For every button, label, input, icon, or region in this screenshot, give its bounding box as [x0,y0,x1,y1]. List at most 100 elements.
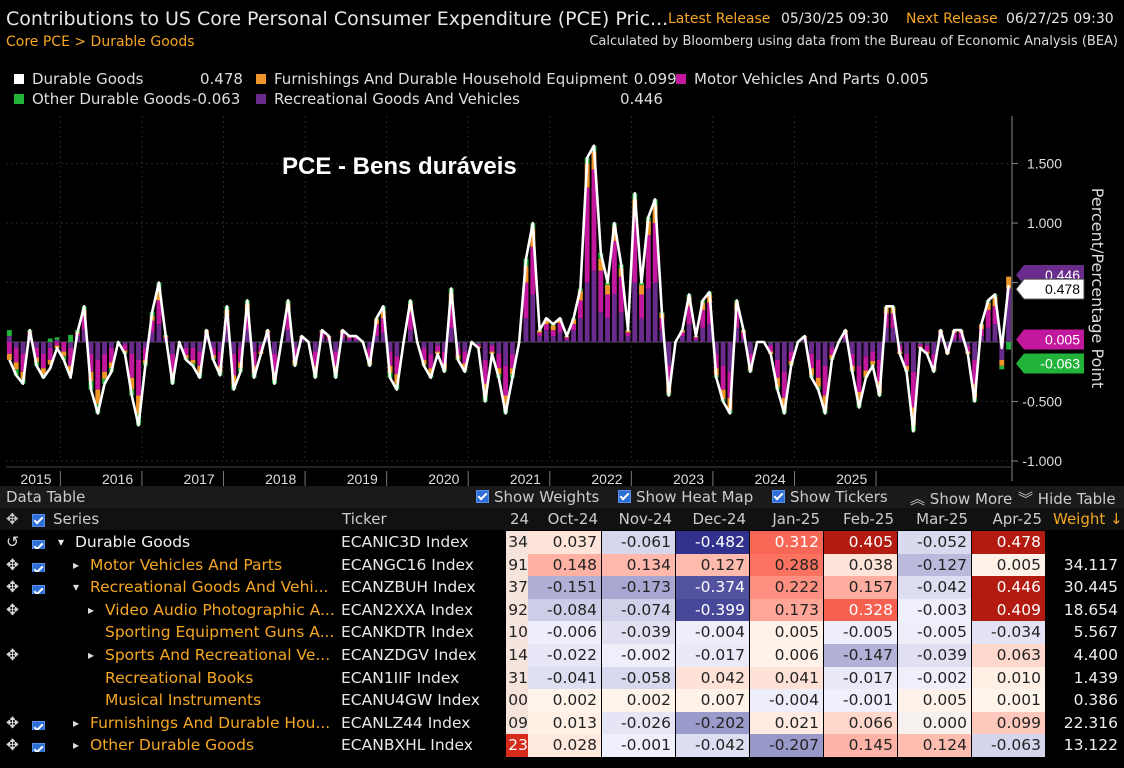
header-month[interactable]: Apr-25 [992,510,1043,528]
breadcrumb[interactable]: Core PCE > Durable Goods [6,34,195,50]
show-heatmap-toggle[interactable]: Show Heat Map [618,488,753,506]
collapsed-arrow-icon[interactable]: ▸ [73,557,80,572]
series-label[interactable]: Other Durable Goods [90,736,255,755]
ticker-cell[interactable]: ECANBXHL Index [341,736,473,755]
checkbox-icon[interactable] [32,562,45,572]
header-month[interactable]: Jan-25 [772,510,820,528]
bar-segment [550,336,556,343]
chevron-down-icon: ︾ [1018,490,1034,508]
legend-item-motor-vehicles[interactable]: Motor Vehicles And Parts 0.005 [676,70,929,88]
collapsed-arrow-icon[interactable]: ▸ [88,602,95,617]
series-label[interactable]: Recreational Books [105,668,254,687]
legend-value: -0.063 [192,90,241,108]
collapsed-arrow-icon[interactable]: ▸ [73,715,80,730]
legend-item-durable-goods[interactable]: Durable Goods 0.478 [14,70,243,88]
expanded-arrow-icon[interactable]: ▾ [58,535,65,549]
bar-segment [931,342,937,354]
move-icon[interactable]: ✥ [6,578,19,597]
bar-segment [394,374,400,384]
bar-segment [693,339,699,343]
move-icon[interactable]: ✥ [6,600,19,619]
bar-segment [958,338,964,343]
series-label[interactable]: Sports And Recreational Ve... [105,646,331,664]
ticker-cell[interactable]: ECANZBUH Index [341,578,476,597]
bar-segment [877,342,882,360]
ticker-cell[interactable]: ECANZDGV Index [341,646,477,664]
series-label[interactable]: Motor Vehicles And Parts [90,555,283,574]
move-icon[interactable]: ✥ [6,646,19,664]
header-month[interactable]: Dec-24 [692,510,746,528]
row-checkbox[interactable] [32,739,50,753]
header-ticker[interactable]: Ticker [342,510,387,528]
ticker-cell[interactable]: ECANGC16 Index [341,555,474,574]
value-cell: 0.005 [750,621,823,645]
hide-table-button[interactable]: ︾ Hide Table [1018,488,1116,509]
checkbox-icon[interactable] [32,540,45,549]
checkbox-icon[interactable] [32,720,45,730]
series-label[interactable]: Recreational Goods And Vehi... [90,578,329,597]
header-checkbox[interactable] [32,512,50,530]
checkbox-icon[interactable] [618,490,631,503]
header-month[interactable]: Nov-24 [618,510,672,528]
x-tick-label: 2025 [836,471,867,486]
move-icon[interactable]: ✥ [6,736,19,755]
reset-icon[interactable]: ↺ [6,533,19,551]
header-month[interactable]: Mar-25 [916,510,968,528]
ticker-cell[interactable]: ECANIC3D Index [341,533,469,551]
ticker-cell[interactable]: ECANKDTR Index [341,623,474,642]
table-row[interactable]: ✥ ▸ Sports And Recreational Ve... ECANZDGV … [0,644,1124,667]
series-label[interactable]: Sporting Equipment Guns A... [105,623,335,642]
chevron-up-icon: ︽ [910,490,926,508]
ticker-cell[interactable]: ECANLZ44 Index [341,713,471,732]
checkbox-icon[interactable] [32,743,45,753]
checkbox-icon[interactable] [32,514,45,527]
checkbox-icon[interactable] [32,585,45,595]
move-icon[interactable]: ✥ [6,713,19,732]
series-label[interactable]: Musical Instruments [105,691,262,710]
row-checkbox[interactable] [32,581,50,595]
collapsed-arrow-icon[interactable]: ▸ [73,738,80,753]
series-label[interactable]: Furnishings And Durable Hou... [90,713,331,732]
value-cell: 0.066 [824,711,897,735]
bar-segment [61,351,67,357]
ticker-cell[interactable]: ECAN1IIF Index [341,668,460,687]
expanded-arrow-icon[interactable]: ▾ [73,580,80,595]
table-row[interactable]: Recreational Books ECAN1IIF Index 31 -0.041… [0,666,1124,690]
header-month[interactable]: Oct-24 [547,510,598,528]
checkbox-icon[interactable] [476,490,489,503]
header-partial-column[interactable]: 24 [510,510,530,528]
move-icon[interactable]: ✥ [6,510,19,528]
legend-item-recreational-goods[interactable]: Recreational Goods And Vehicles 0.446 [256,90,663,108]
checkbox-icon[interactable] [772,490,785,503]
legend-item-other-durable-goods[interactable]: Other Durable Goods -0.063 [14,90,240,108]
series-label[interactable]: Durable Goods [75,533,191,551]
table-row[interactable]: ✥ ▾ Recreational Goods And Vehi... ECANZBUH… [0,576,1124,600]
row-checkbox[interactable] [32,559,50,572]
move-icon[interactable]: ✥ [6,555,19,574]
collapsed-arrow-icon[interactable]: ▸ [88,648,95,662]
header-month[interactable]: Feb-25 [842,510,894,528]
y-tick-label: 1.000 [1027,215,1062,231]
row-checkbox[interactable] [32,717,50,730]
table-row[interactable]: Musical Instruments ECANU4GW Index 00 0.002… [0,689,1124,713]
ticker-cell[interactable]: ECAN2XXA Index [341,600,474,619]
show-weights-toggle[interactable]: Show Weights [476,488,599,506]
table-row[interactable]: ✥ ▸ Video Audio Photographic A... ECAN2XXA … [0,598,1124,622]
show-more-button[interactable]: ︽ Show More [910,488,1012,509]
table-row[interactable]: ✥ ▸ Furnishings And Durable Hou... ECANLZ44… [0,711,1124,735]
series-label[interactable]: Video Audio Photographic A... [105,600,335,619]
ticker-cell[interactable]: ECANU4GW Index [341,691,480,710]
show-tickers-toggle[interactable]: Show Tickers [772,488,888,506]
contributions-chart[interactable]: 1.5001.0000.500-0.500-1.000Percent/Perce… [0,116,1124,486]
table-row[interactable]: Sporting Equipment Guns A... ECANKDTR Ind… [0,621,1124,645]
bar-segment [577,318,583,343]
row-checkbox[interactable] [32,536,50,549]
header-weight[interactable]: Weight ↓ [1053,510,1123,528]
table-row[interactable]: ✥ ▸ Other Durable Goods ECANBXHL Index 23 0.0… [0,734,1124,758]
legend-item-furnishings[interactable]: Furnishings And Durable Household Equipm… [256,70,677,88]
bar-segment [156,324,162,343]
table-row[interactable]: ✥ ▸ Motor Vehicles And Parts ECANGC16 Index… [0,553,1124,577]
bar-segment [394,356,400,375]
table-row[interactable]: ↺ ▾ Durable Goods ECANIC3D Index 34 0.037 -0.0… [0,531,1124,554]
header-series[interactable]: Series [53,510,100,528]
